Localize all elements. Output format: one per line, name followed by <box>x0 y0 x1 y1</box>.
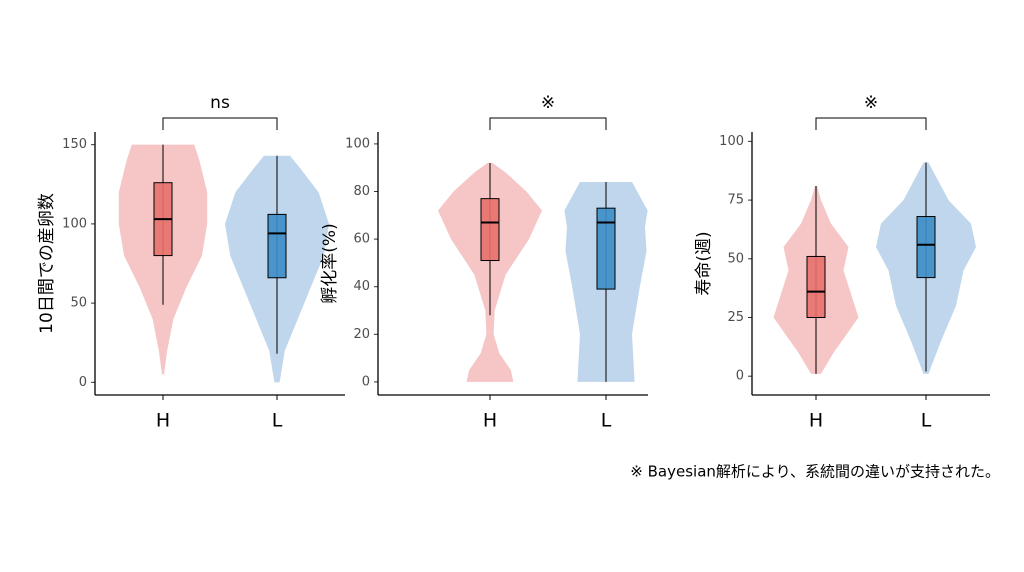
violin-half <box>606 181 648 382</box>
y-axis-label: 孵化率(%) <box>320 223 340 303</box>
violin-half <box>163 144 208 375</box>
box <box>267 213 287 279</box>
violin-half <box>490 162 542 382</box>
significance-label: ※ <box>541 93 555 113</box>
violin-half <box>438 162 490 382</box>
significance-label: ns <box>210 93 230 113</box>
y-tick-label: 0 <box>362 374 370 389</box>
x-tick-label: L <box>921 410 932 432</box>
y-axis-label: 10日間での産卵数 <box>37 193 57 334</box>
y-tick-label: 50 <box>70 296 87 311</box>
x-tick-label: H <box>809 410 823 432</box>
x-tick-label: L <box>601 410 612 432</box>
x-tick-label: H <box>483 410 497 432</box>
y-tick-label: 0 <box>736 369 744 384</box>
violin-half <box>118 144 163 375</box>
y-tick-label: 60 <box>353 232 370 247</box>
violin-half <box>773 186 816 374</box>
y-axis-label: 寿命(週) <box>694 231 714 295</box>
violin-half <box>926 162 976 374</box>
violin-half <box>277 155 329 383</box>
violin-half <box>876 162 926 374</box>
footnote: ※ Bayesian解析により、系統間の違いが支持された。 <box>630 463 1000 481</box>
x-tick-label: L <box>272 410 283 432</box>
violin-half <box>816 186 859 374</box>
y-tick-label: 100 <box>62 216 87 231</box>
y-tick-label: 150 <box>62 137 87 152</box>
box <box>480 198 500 262</box>
violin-half <box>564 181 606 382</box>
x-tick-label: H <box>156 410 170 432</box>
y-tick-label: 75 <box>727 193 744 208</box>
y-tick-label: 20 <box>353 327 370 342</box>
box <box>806 255 826 319</box>
y-tick-label: 100 <box>345 136 370 151</box>
box <box>916 216 936 279</box>
y-tick-label: 50 <box>727 251 744 266</box>
significance-bracket <box>815 117 927 130</box>
y-tick-label: 80 <box>353 184 370 199</box>
y-tick-label: 0 <box>79 375 87 390</box>
significance-bracket <box>162 117 278 130</box>
significance-bracket <box>489 117 607 130</box>
box <box>596 207 616 290</box>
violin-half <box>225 155 277 383</box>
significance-label: ※ <box>864 93 878 113</box>
y-tick-label: 100 <box>719 134 744 149</box>
y-tick-label: 25 <box>727 310 744 325</box>
y-tick-label: 40 <box>353 279 370 294</box>
